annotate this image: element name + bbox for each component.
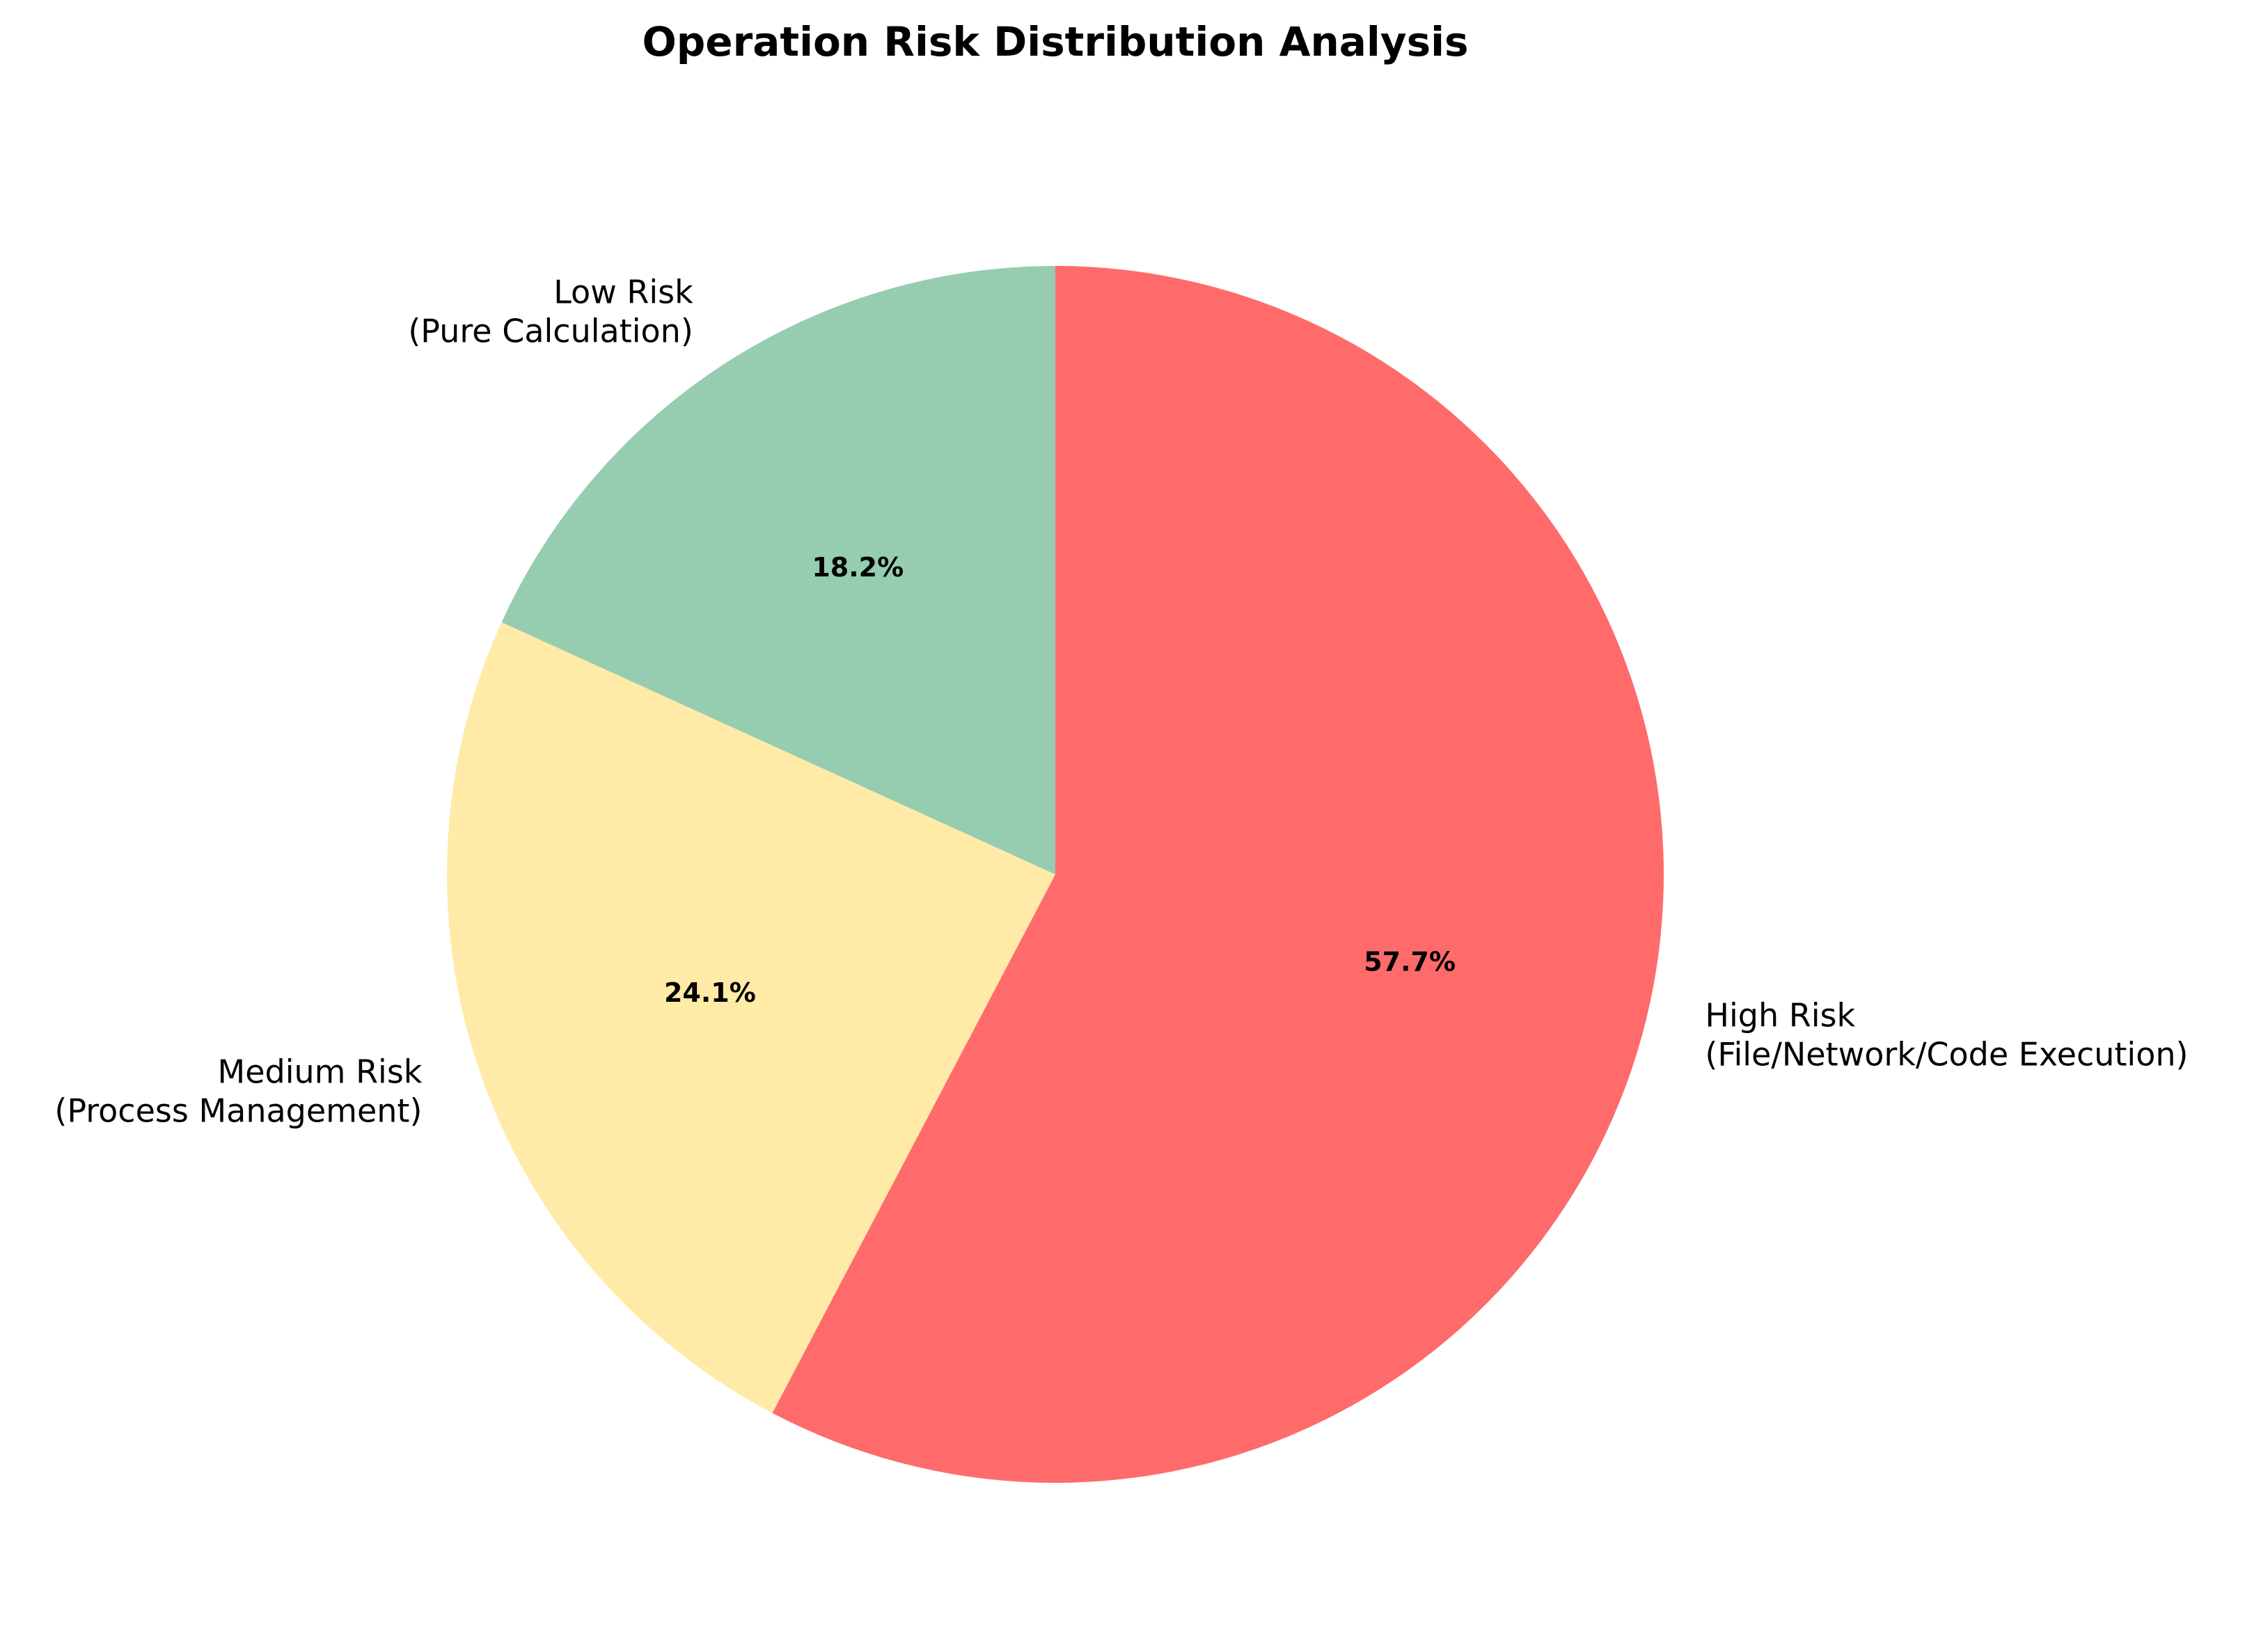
slice-label-high-risk: High Risk (File/Network/Code Execution) [1705, 996, 2188, 1073]
pct-label-medium-risk: 24.1% [664, 977, 756, 1008]
slice-label-line: High Risk [1705, 996, 1855, 1034]
slice-label-line: Low Risk [553, 274, 693, 311]
chart-title: Operation Risk Distribution Analysis [642, 18, 1468, 65]
slice-label-medium-risk: Medium Risk (Process Management) [54, 1053, 422, 1129]
pct-label-high-risk: 57.7% [1364, 947, 1456, 977]
slice-label-low-risk: Low Risk (Pure Calculation) [408, 274, 693, 350]
pie-slice-low-risk [501, 266, 1055, 874]
slice-label-line: Medium Risk [218, 1053, 423, 1090]
slice-label-line: (File/Network/Code Execution) [1705, 1035, 2188, 1073]
slice-label-line: (Process Management) [54, 1092, 422, 1129]
pct-label-low-risk: 18.2% [812, 552, 904, 583]
pie-chart: 57.7% High Risk (File/Network/Code Executi… [54, 265, 2188, 1483]
pie-slice-high-risk [772, 265, 1664, 1483]
pie-slice-medium-risk [447, 622, 1055, 1413]
slice-label-line: (Pure Calculation) [408, 313, 693, 350]
